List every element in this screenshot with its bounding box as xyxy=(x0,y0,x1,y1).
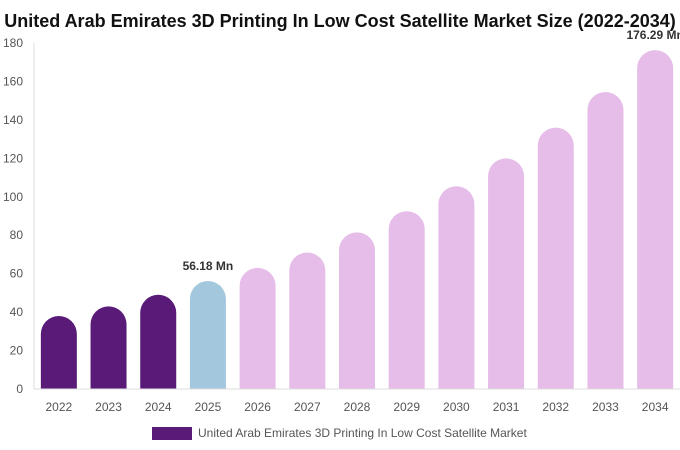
x-tick-label: 2029 xyxy=(393,400,420,414)
y-tick-label: 120 xyxy=(3,151,23,165)
bar-2027[interactable] xyxy=(289,252,326,389)
bar-2032[interactable] xyxy=(537,127,574,390)
y-tick-label: 40 xyxy=(10,305,24,319)
bar-2023[interactable] xyxy=(90,306,127,389)
x-tick-label: 2031 xyxy=(493,400,520,414)
x-axis: 2022 2023 2024 2025 2026 2027 2028 2029 2030 2031… xyxy=(34,388,680,414)
y-tick-label: 80 xyxy=(10,228,24,242)
data-label-2025: 56.18 Mn xyxy=(183,259,234,273)
bar-2034[interactable] xyxy=(637,50,674,390)
x-tick-label: 2024 xyxy=(145,400,172,414)
x-tick-label: 2026 xyxy=(244,400,271,414)
y-tick-label: 20 xyxy=(10,344,24,358)
legend[interactable]: United Arab Emirates 3D Printing In Low … xyxy=(152,426,527,440)
bar-2022[interactable] xyxy=(40,315,77,389)
y-tick-label: 180 xyxy=(3,36,23,50)
x-tick-label: 2030 xyxy=(443,400,470,414)
x-tick-label: 2034 xyxy=(642,400,669,414)
y-tick-label: 100 xyxy=(3,190,23,204)
bar-2031[interactable] xyxy=(488,158,525,389)
bar-2024[interactable] xyxy=(140,294,177,389)
chart-title: United Arab Emirates 3D Printing In Low … xyxy=(4,11,676,31)
y-tick-label: 140 xyxy=(3,113,23,127)
legend-label: United Arab Emirates 3D Printing In Low … xyxy=(198,426,527,440)
x-tick-label: 2025 xyxy=(195,400,222,414)
x-tick-label: 2027 xyxy=(294,400,321,414)
y-tick-label: 60 xyxy=(10,267,24,281)
legend-swatch xyxy=(152,427,192,440)
bar-2028[interactable] xyxy=(339,232,375,389)
x-tick-label: 2033 xyxy=(592,400,619,414)
bar-2026[interactable] xyxy=(239,267,276,389)
data-label-2034: 176.29 Mn xyxy=(626,28,680,42)
x-tick-label: 2023 xyxy=(95,400,122,414)
data-labels-group: 56.18 Mn 176.29 Mn xyxy=(183,28,680,273)
y-tick-label: 160 xyxy=(3,74,23,88)
bar-2025[interactable] xyxy=(189,281,226,389)
x-tick-label: 2032 xyxy=(542,400,569,414)
bar-2030[interactable] xyxy=(438,186,475,389)
y-axis: 0 20 40 60 80 100 120 140 160 180 xyxy=(3,36,35,396)
x-tick-label: 2028 xyxy=(344,400,371,414)
x-tick-label: 2022 xyxy=(45,400,72,414)
y-tick-label: 0 xyxy=(16,382,23,396)
bar-2033[interactable] xyxy=(587,92,624,390)
bars-group xyxy=(40,50,674,390)
bar-2029[interactable] xyxy=(388,211,425,389)
